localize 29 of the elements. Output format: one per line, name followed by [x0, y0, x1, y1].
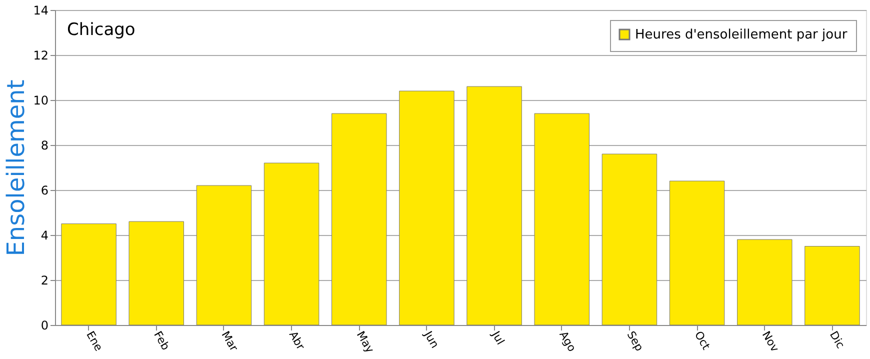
bar [602, 154, 658, 326]
y-axis-title: Ensoleillement [2, 80, 30, 256]
bar [534, 113, 590, 326]
x-tick-label: Jun [421, 328, 442, 350]
x-tick-label: Feb [151, 329, 172, 352]
x-tick-label: Dic [827, 329, 848, 351]
x-tick-label: Ago [556, 329, 579, 354]
bar [399, 90, 454, 326]
y-tick-label: 10 [33, 94, 48, 108]
bar [196, 185, 252, 326]
bar [264, 162, 320, 326]
x-tick-label: Abr [286, 329, 308, 352]
y-tick-label: 2 [40, 274, 48, 288]
y-tick-label: 0 [40, 318, 48, 332]
y-tick-label: 12 [33, 48, 48, 62]
bar [61, 224, 116, 326]
bar [804, 246, 860, 326]
bar [669, 180, 725, 326]
y-tick-label: 4 [40, 228, 48, 242]
bar [466, 86, 522, 326]
y-tick-label: 8 [40, 138, 48, 152]
text: Chicago [67, 20, 136, 40]
y-tick-label: 6 [40, 184, 48, 198]
y-tick-label: 14 [33, 4, 48, 18]
bar [128, 221, 184, 326]
bar [332, 113, 387, 326]
legend-label: Heures d'ensoleillement par jour [635, 28, 848, 42]
bar [737, 239, 792, 326]
x-tick-label: Jul [488, 328, 507, 347]
